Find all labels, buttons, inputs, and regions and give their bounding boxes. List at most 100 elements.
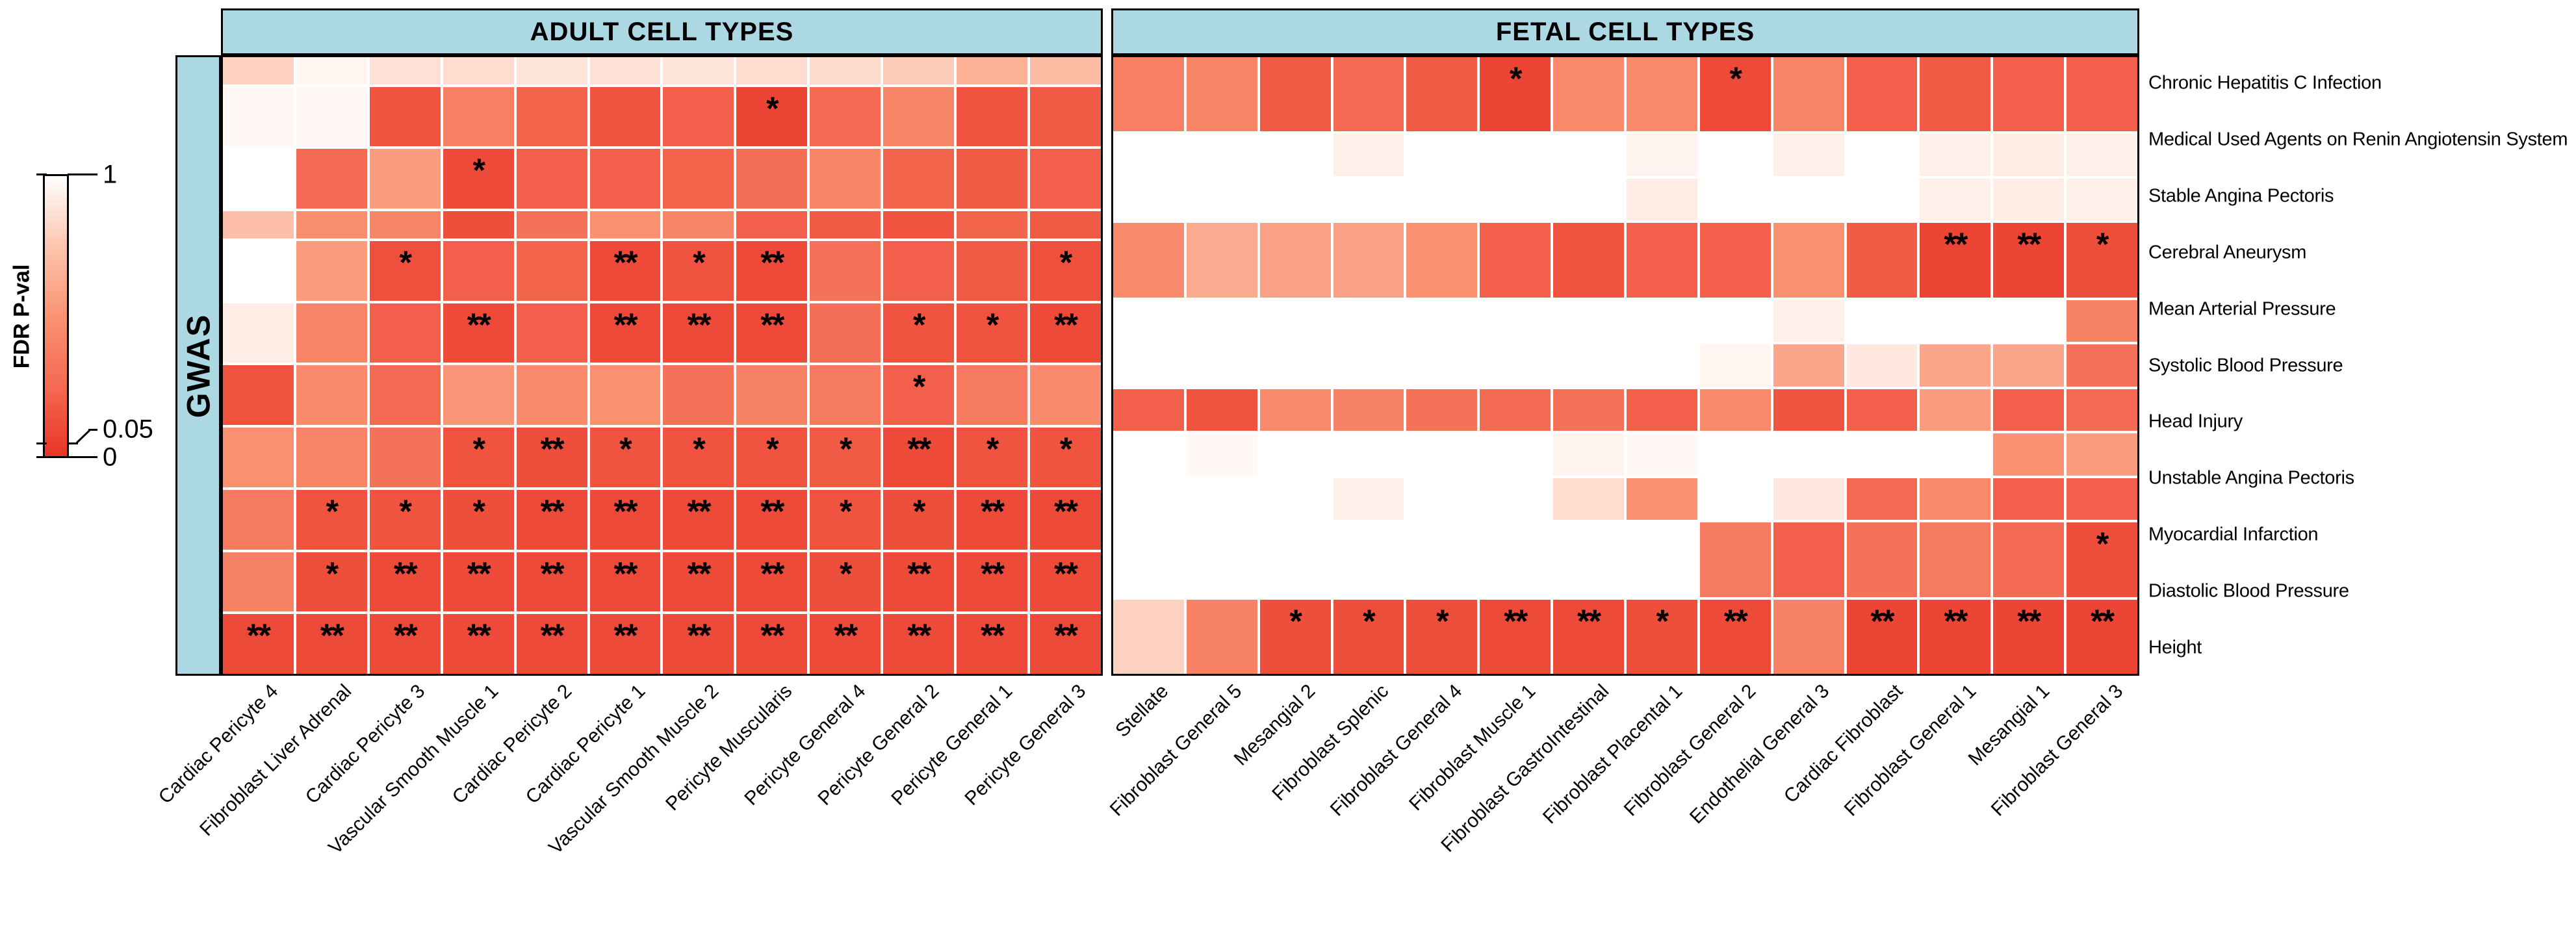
heatmap-cell xyxy=(1406,178,1478,221)
heatmap-cell xyxy=(1699,478,1771,520)
heatmap-cell xyxy=(1480,134,1551,176)
heatmap-cell: * xyxy=(443,489,514,550)
heatmap-cell: * xyxy=(1699,57,1771,132)
significance-asterisk: ** xyxy=(613,306,638,343)
heatmap-cell: * xyxy=(810,489,881,550)
colorbar-left-tick-1 xyxy=(36,173,47,175)
heatmap-cell: ** xyxy=(736,552,808,612)
heatmap-cell xyxy=(1773,478,1844,520)
significance-asterisk: * xyxy=(1509,60,1523,97)
heatmap-cell: ** xyxy=(2067,599,2137,674)
colorbar-tick-label-0: 0 xyxy=(103,442,118,472)
heatmap-cell: * xyxy=(1030,428,1101,487)
heatmap-cell xyxy=(736,149,808,209)
heatmap-cell xyxy=(663,211,734,238)
heatmap-cell: ** xyxy=(736,240,808,301)
heatmap-cell: * xyxy=(883,489,955,550)
heatmap-cell xyxy=(1186,344,1257,387)
heatmap-cell xyxy=(810,211,881,238)
heatmap-cell xyxy=(736,57,808,84)
heatmap-cell xyxy=(1259,389,1331,431)
heatmap-cell xyxy=(516,303,587,363)
heatmap-cell xyxy=(957,57,1028,84)
significance-asterisk: * xyxy=(1363,602,1376,639)
significance-asterisk: ** xyxy=(1054,555,1078,592)
heatmap-cell xyxy=(1699,223,1771,298)
heatmap-cell: * xyxy=(1626,599,1697,674)
heatmap-cell xyxy=(223,86,294,147)
fetal-heatmap: * * ** ** * * * * * ** ** * ** ** ** ** ** xyxy=(1111,55,2139,676)
heatmap-cell xyxy=(296,57,367,84)
significance-asterisk: ** xyxy=(1054,306,1078,343)
heatmap-cell xyxy=(1259,300,1331,342)
heatmap-cell: ** xyxy=(223,614,294,674)
colorbar-tick-label-1: 1 xyxy=(103,160,118,189)
heatmap-cell: ** xyxy=(443,552,514,612)
heatmap-cell xyxy=(516,86,587,147)
heatmap-cell xyxy=(1259,344,1331,387)
heatmap-cell: * xyxy=(883,365,955,426)
colorbar-tick-1-line xyxy=(68,173,97,175)
significance-asterisk: ** xyxy=(393,555,418,592)
heatmap-cell: * xyxy=(1259,599,1331,674)
heatmap-cell: ** xyxy=(1846,599,1918,674)
fdr-colorbar xyxy=(43,174,69,458)
heatmap-cell xyxy=(1920,478,1991,520)
heatmap-cell xyxy=(1030,211,1101,238)
heatmap-cell xyxy=(1480,344,1551,387)
heatmap-cell: * xyxy=(443,428,514,487)
heatmap-cell xyxy=(1333,389,1404,431)
heatmap-cell: * xyxy=(2067,522,2137,597)
row-label: Myocardial Infarction xyxy=(2148,524,2319,545)
heatmap-cell xyxy=(663,86,734,147)
heatmap-cell: ** xyxy=(957,614,1028,674)
significance-asterisk: * xyxy=(326,493,339,530)
heatmap-cell xyxy=(223,365,294,426)
heatmap-cell xyxy=(296,211,367,238)
heatmap-cell xyxy=(1773,599,1844,674)
heatmap-cell: * xyxy=(957,428,1028,487)
heatmap-cell xyxy=(369,211,441,238)
heatmap-cell: * xyxy=(810,428,881,487)
significance-asterisk: * xyxy=(1436,602,1449,639)
heatmap-cell: * xyxy=(883,303,955,363)
significance-asterisk: ** xyxy=(1870,602,1895,639)
row-label: Diastolic Blood Pressure xyxy=(2148,580,2349,602)
heatmap-cell xyxy=(2067,389,2137,431)
heatmap-cell xyxy=(296,303,367,363)
heatmap-cell xyxy=(1920,389,1991,431)
heatmap-cell xyxy=(589,86,661,147)
significance-asterisk: ** xyxy=(540,431,565,468)
heatmap-cell xyxy=(1626,522,1697,597)
significance-asterisk: * xyxy=(840,431,853,468)
heatmap-cell: ** xyxy=(1030,552,1101,612)
heatmap-cell xyxy=(1186,300,1257,342)
heatmap-cell: ** xyxy=(663,303,734,363)
heatmap-cell xyxy=(1846,478,1918,520)
heatmap-cell xyxy=(1186,522,1257,597)
significance-asterisk: * xyxy=(1289,602,1302,639)
heatmap-cell xyxy=(1186,134,1257,176)
heatmap-cell xyxy=(516,240,587,301)
significance-asterisk: * xyxy=(840,555,853,592)
heatmap-cell xyxy=(516,149,587,209)
heatmap-cell: * xyxy=(736,86,808,147)
adult-header-label: ADULT CELL TYPES xyxy=(530,17,794,46)
heatmap-cell: * xyxy=(663,428,734,487)
significance-asterisk: ** xyxy=(540,493,565,530)
significance-asterisk: * xyxy=(399,493,413,530)
significance-asterisk: ** xyxy=(467,617,491,654)
heatmap-cell: ** xyxy=(1993,599,2065,674)
row-label: Head Injury xyxy=(2148,411,2243,432)
heatmap-cell xyxy=(443,211,514,238)
heatmap-cell: ** xyxy=(516,428,587,487)
heatmap-cell xyxy=(369,149,441,209)
heatmap-cell xyxy=(589,57,661,84)
heatmap-cell: ** xyxy=(1480,599,1551,674)
heatmap-cell xyxy=(1553,300,1624,342)
heatmap-cell xyxy=(1113,344,1184,387)
heatmap-cell xyxy=(1920,433,1991,476)
heatmap-cell xyxy=(1626,389,1697,431)
heatmap-cell: ** xyxy=(663,614,734,674)
heatmap-cell: ** xyxy=(1699,599,1771,674)
